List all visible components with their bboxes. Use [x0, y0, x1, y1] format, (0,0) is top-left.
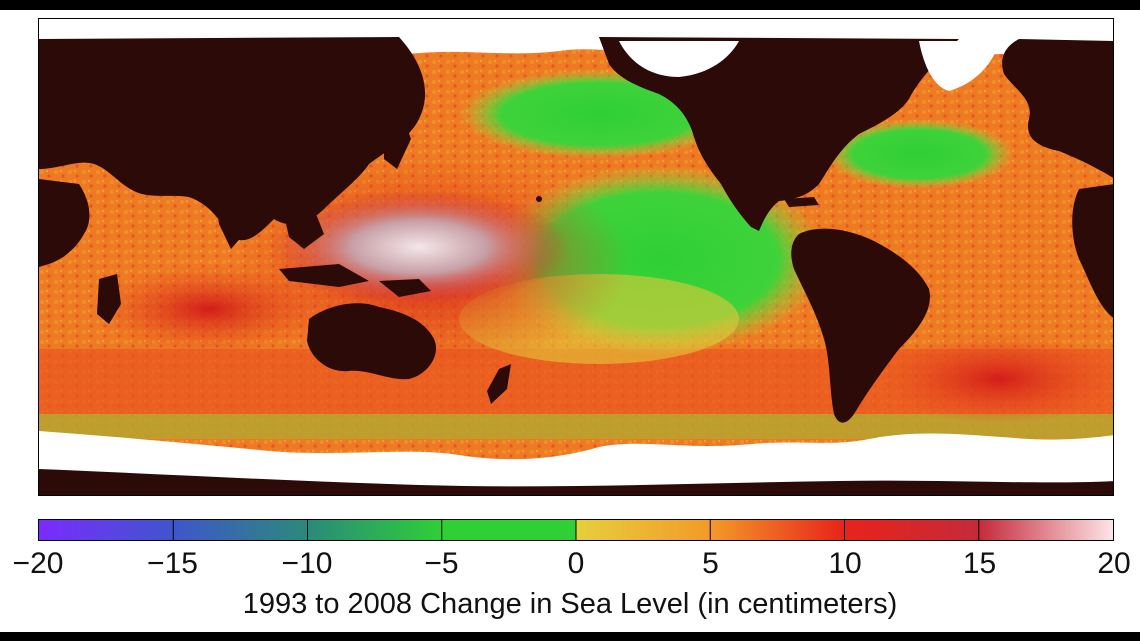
antarctica-dark-edge [39, 469, 1113, 495]
indonesia [279, 264, 369, 287]
colorbar-tick-label: 5 [702, 547, 719, 580]
map-caption: 1993 to 2008 Change in Sea Level (in cen… [242, 588, 898, 620]
australia [307, 303, 437, 380]
caribbean-islands [784, 197, 819, 207]
africa-east [39, 179, 90, 267]
indian-ocean-red [89, 264, 329, 354]
europe-east [1002, 39, 1113, 178]
colorbar-tick-label: −15 [147, 547, 198, 580]
africa-west [1072, 184, 1113, 318]
top-frame-bar [0, 0, 1140, 10]
new-guinea [379, 279, 431, 297]
eurasia [39, 37, 426, 241]
colorbar-tick-label: 10 [828, 547, 862, 580]
world-sea-level-map [38, 18, 1114, 496]
japan [384, 119, 411, 169]
antarctica [39, 431, 1113, 495]
colorbar-tick-label: −5 [424, 547, 459, 580]
alaska-ice [619, 41, 739, 77]
colorbar-tick-label: 0 [567, 547, 585, 580]
color-scale-bar [38, 519, 1114, 541]
bottom-frame-bar [0, 632, 1140, 641]
madagascar [97, 274, 121, 324]
north-atlantic-green [824, 119, 1014, 189]
greenland [919, 41, 999, 91]
southeast-asia [284, 209, 324, 249]
south-america [791, 228, 930, 423]
colorbar-tick-label: −20 [12, 547, 64, 580]
colorbar-tick-label: −10 [281, 547, 333, 580]
new-zealand [487, 364, 511, 404]
pacific-island [536, 196, 542, 202]
colorbar-tick-label: 15 [962, 547, 997, 580]
north-america [599, 37, 959, 231]
india [214, 189, 254, 249]
south-atlantic-red [879, 334, 1113, 424]
colorbar-tick-label: 20 [1097, 547, 1131, 580]
